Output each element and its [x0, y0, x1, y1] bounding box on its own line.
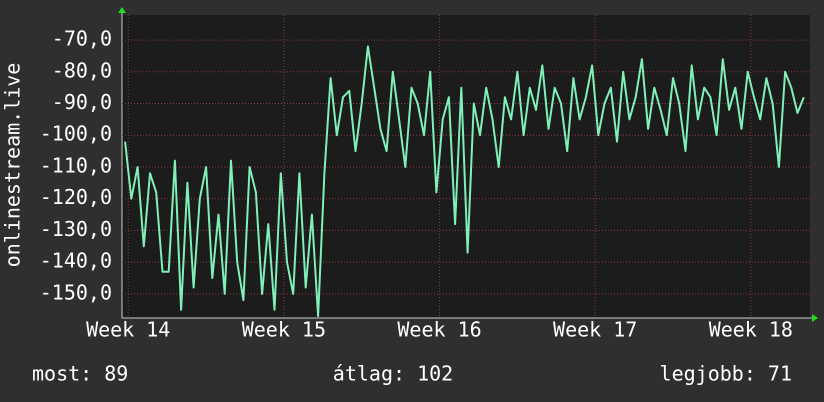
y-tick-label: -110,0: [40, 153, 112, 177]
x-tick-label: Week 18: [709, 318, 793, 342]
x-tick-label: Week 15: [242, 318, 326, 342]
y-arrow: [118, 7, 126, 13]
y-tick-label: -100,0: [40, 122, 112, 146]
x-tick-label: Week 16: [397, 318, 481, 342]
y-tick-label: -70,0: [52, 27, 112, 51]
y-tick-label: -150,0: [40, 280, 112, 304]
footer-best: legjobb: 71: [660, 362, 792, 386]
y-tick-label: -120,0: [40, 185, 112, 209]
y-tick-label: -140,0: [40, 249, 112, 273]
x-tick-label: Week 17: [553, 318, 637, 342]
y-tick-label: -80,0: [52, 58, 112, 82]
y-tick-label: -130,0: [40, 217, 112, 241]
line: [124, 45, 805, 318]
y-tick-label: -90,0: [52, 90, 112, 114]
footer-average: átlag: 102: [333, 362, 453, 386]
y-axis-label: onlinestream.live: [1, 63, 25, 268]
x-tick-label: Week 14: [86, 318, 170, 342]
x-arrow: [812, 314, 818, 322]
footer-current: most: 89: [32, 362, 128, 386]
